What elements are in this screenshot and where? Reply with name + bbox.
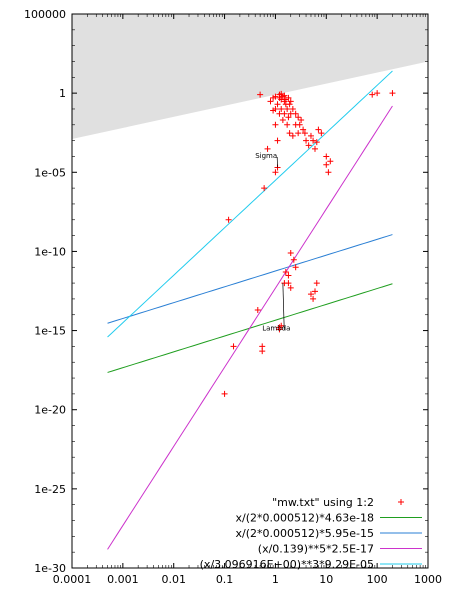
data-point-39 (298, 117, 305, 124)
fit-line-4 (107, 70, 393, 338)
data-point-27 (285, 114, 292, 121)
data-point-11 (272, 121, 279, 128)
annotations: Sigma Lambda (255, 152, 290, 333)
data-point-13 (274, 137, 281, 144)
data-point-67 (278, 322, 285, 329)
data-point-51 (323, 161, 330, 168)
data-point-71 (287, 249, 294, 256)
data-point-59 (281, 92, 288, 99)
data-point-56 (389, 90, 396, 97)
fit-line-3 (107, 105, 393, 550)
data-point-58 (278, 90, 285, 97)
data-point-74 (307, 291, 314, 298)
data-point-33 (289, 132, 296, 139)
data-point-36 (295, 114, 302, 121)
fit-line-2 (107, 234, 393, 324)
y-tick-label-5: 1e-05 (34, 166, 66, 179)
data-point-46 (312, 145, 319, 152)
data-point-48 (315, 126, 322, 133)
data-point-12 (274, 101, 281, 108)
data-point-45 (310, 137, 317, 144)
data-point-78 (285, 272, 292, 279)
data-point-8 (267, 98, 274, 105)
data-point-72 (290, 256, 297, 263)
data-point-41 (301, 130, 308, 137)
data-point-50 (323, 153, 330, 160)
data-point-28 (286, 101, 293, 108)
data-point-43 (305, 142, 312, 149)
plot-frame (71, 13, 429, 569)
y-tick-label-4: 1e-10 (34, 245, 66, 258)
data-point-76 (310, 295, 317, 302)
legend-label-2: x/(2*0.000512)*5.95e-15 (235, 527, 374, 540)
x-tick-label-5: 10 (319, 573, 333, 586)
axes: 0.0001 0.001 0.01 0.1 1 10 100 1000 1e-30 1e-25 1e… (24, 8, 442, 586)
data-point-52 (325, 169, 332, 176)
data-point-6 (259, 348, 266, 355)
data-point-34 (292, 110, 299, 117)
data-point-24 (284, 105, 291, 112)
y-tick-label-3: 1e-15 (34, 325, 66, 338)
x-tick-label-2: 0.01 (161, 573, 186, 586)
x-tick-label-0: 0.0001 (53, 573, 92, 586)
y-tick-label-1: 1e-25 (34, 483, 66, 496)
data-point-1 (225, 216, 232, 223)
data-point-49 (318, 130, 325, 137)
shaded-region (72, 14, 428, 140)
data-point-73 (292, 264, 299, 271)
data-point-47 (313, 139, 320, 146)
data-point-17 (278, 105, 285, 112)
legend-label-3: (x/0.139)**5*2.5E-17 (258, 543, 374, 556)
data-point-21 (281, 110, 288, 117)
legend: "mw.txt" using 1:2 x/(2*0.000512)*4.63e-1… (200, 496, 422, 571)
data-point-44 (307, 132, 314, 139)
data-point-3 (257, 91, 264, 98)
data-point-79 (287, 284, 294, 291)
data-point-0 (221, 390, 228, 397)
data-point-19 (279, 117, 286, 124)
x-tick-label-4: 1 (272, 573, 279, 586)
data-point-55 (369, 91, 376, 98)
y-tick-label-7: 100000 (24, 8, 66, 21)
data-point-63 (272, 169, 279, 176)
data-point-42 (303, 137, 310, 144)
data-point-4 (261, 185, 268, 192)
annotation-pointer-1 (282, 283, 285, 330)
x-tick-label-3: 0.1 (216, 573, 234, 586)
data-point-2 (230, 343, 237, 350)
y-tick-label-2: 1e-20 (34, 404, 66, 417)
data-point-61 (270, 107, 277, 114)
data-point-75 (312, 288, 319, 295)
legend-marker-0 (398, 499, 404, 505)
y-tick-label-0: 1e-30 (34, 562, 66, 575)
x-tick-label-7: 1000 (414, 573, 442, 586)
annotation-label-1: Lambda (262, 325, 290, 333)
data-point-32 (289, 105, 296, 112)
data-point-38 (296, 121, 303, 128)
data-point-30 (287, 98, 294, 105)
data-point-53 (327, 158, 334, 165)
x-tick-label-1: 0.001 (107, 573, 139, 586)
data-point-7 (254, 306, 261, 313)
data-point-54 (374, 90, 381, 97)
data-point-69 (282, 269, 289, 276)
data-point-25 (284, 121, 291, 128)
data-point-77 (313, 280, 320, 287)
legend-label-4: (x/3.096916E+00)**3*9.29E-05 (200, 558, 374, 571)
x-tick-label-6: 100 (367, 573, 388, 586)
data-point-26 (285, 94, 292, 101)
fit-lines (107, 70, 393, 550)
data-point-64 (264, 145, 271, 152)
data-point-40 (300, 126, 307, 133)
y-tick-label-6: 1 (59, 87, 66, 100)
legend-label-0: "mw.txt" using 1:2 (272, 496, 374, 509)
data-point-70 (285, 280, 292, 287)
data-point-37 (295, 130, 302, 137)
annotation-label-0: Sigma (255, 152, 277, 160)
data-points (221, 90, 396, 397)
data-point-60 (272, 93, 279, 100)
legend-label-1: x/(2*0.000512)*4.63e-18 (235, 512, 374, 525)
data-point-29 (286, 130, 293, 137)
